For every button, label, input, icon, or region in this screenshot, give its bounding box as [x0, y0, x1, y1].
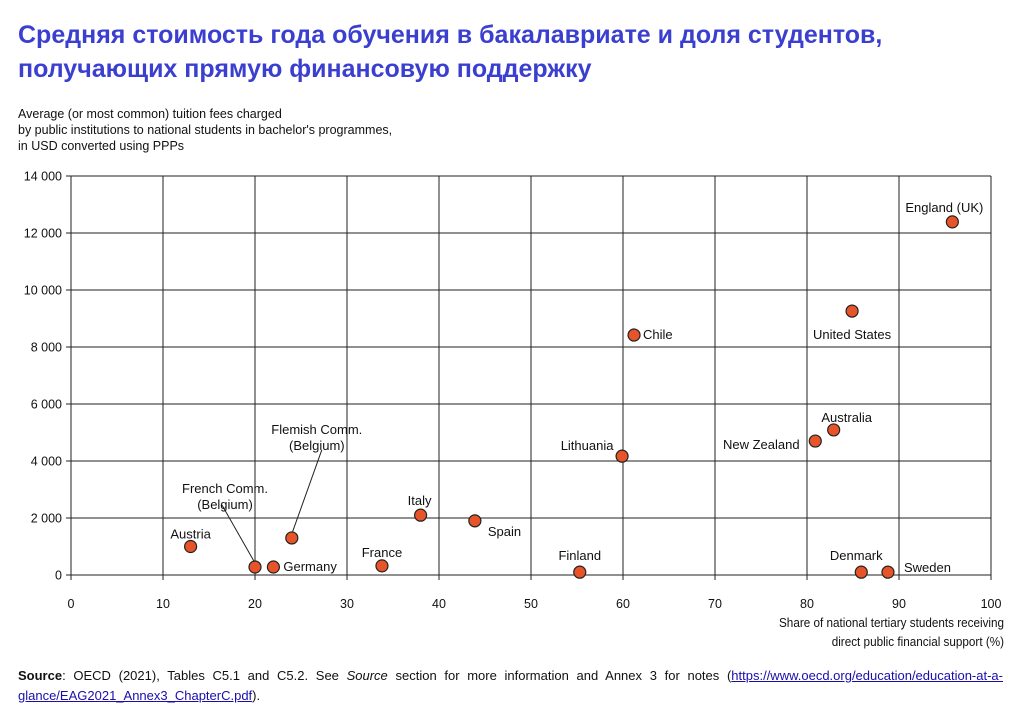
x-tick-label: 30 — [340, 597, 354, 611]
point-label: Italy — [408, 493, 432, 508]
point-label: Australia — [821, 410, 872, 425]
x-tick-label: 80 — [800, 597, 814, 611]
x-tick-label: 100 — [981, 597, 1002, 611]
y-tick-label: 12 000 — [24, 227, 62, 241]
point-label: Denmark — [830, 548, 883, 563]
data-point — [881, 565, 895, 579]
data-point — [615, 449, 629, 463]
source-text: : OECD (2021), Tables C5.1 and C5.2. See — [62, 668, 347, 683]
x-tick-label: 20 — [248, 597, 262, 611]
data-point — [827, 423, 841, 437]
leader-line — [221, 504, 256, 564]
data-point — [468, 514, 482, 528]
data-point — [248, 560, 262, 574]
page-title: Средняя стоимость года обучения в бакала… — [18, 21, 883, 83]
data-point — [414, 508, 428, 522]
data-point — [285, 531, 299, 545]
x-tick-label: 10 — [156, 597, 170, 611]
point-label: Flemish Comm. (Belgium) — [271, 422, 362, 453]
y-axis-label: Average (or most common) tuition fees ch… — [18, 107, 393, 153]
data-point — [627, 328, 641, 342]
point-label: England (UK) — [905, 200, 983, 215]
point-label: Germany — [283, 559, 337, 574]
data-point — [845, 304, 859, 318]
data-point — [266, 560, 280, 574]
point-label: Lithuania — [561, 438, 615, 453]
data-point — [184, 539, 198, 554]
x-tick-label: 60 — [616, 597, 630, 611]
x-tick-label: 90 — [892, 597, 906, 611]
point-label: Chile — [643, 327, 673, 342]
source-link[interactable]: https://www.oecd.org/education/education… — [18, 668, 1003, 703]
point-label: Finland — [558, 548, 601, 563]
source-text-2: section for more information and Annex 3… — [387, 668, 732, 683]
data-point — [945, 215, 959, 229]
source-bold: Source — [18, 668, 63, 683]
y-tick-label: 2 000 — [31, 512, 62, 526]
point-label: French Comm. (Belgium) — [182, 481, 268, 512]
x-tick-label: 70 — [708, 597, 722, 611]
point-label: Spain — [488, 524, 521, 539]
y-tick-label: 14 000 — [24, 170, 62, 184]
y-tick-label: 6 000 — [31, 398, 62, 412]
point-label: Sweden — [904, 560, 951, 575]
data-point — [573, 565, 587, 579]
point-label: United States — [813, 327, 892, 342]
point-label: New Zealand — [723, 437, 800, 452]
x-tick-label: 50 — [524, 597, 538, 611]
data-point — [375, 559, 389, 573]
source-text-3: ). — [252, 688, 261, 703]
point-label: France — [362, 545, 402, 560]
x-tick-label: 40 — [432, 597, 446, 611]
leader-line — [291, 449, 323, 535]
x-axis-label: Share of national tertiary students rece… — [778, 615, 1004, 649]
y-tick-label: 0 — [55, 569, 62, 583]
y-tick-label: 10 000 — [24, 284, 62, 298]
x-tick-label: 0 — [68, 597, 75, 611]
data-point — [808, 434, 822, 448]
point-label: Austria — [170, 527, 211, 542]
data-point — [854, 565, 868, 579]
y-tick-label: 4 000 — [31, 455, 62, 469]
source-italic: Source — [346, 668, 388, 683]
y-tick-label: 8 000 — [31, 341, 62, 355]
source-note: Source: OECD (2021), Tables C5.1 and C5.… — [18, 666, 1003, 706]
